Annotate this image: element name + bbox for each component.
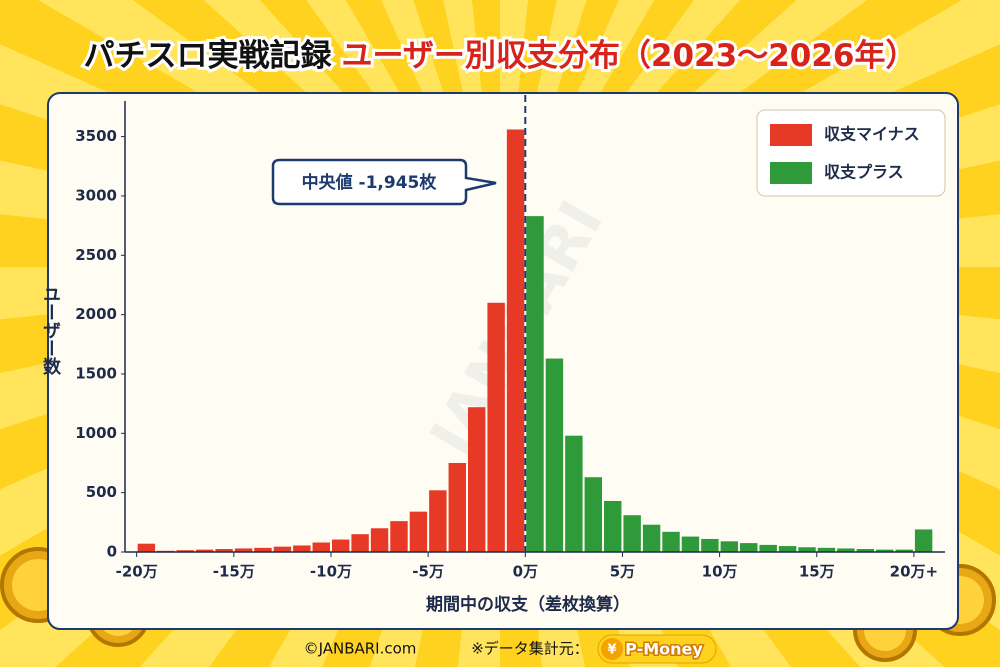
- bar: [740, 543, 758, 552]
- bar: [565, 435, 583, 552]
- legend-label: 収支マイナス: [824, 125, 920, 144]
- x-tick-label: 0万: [513, 563, 538, 581]
- bar: [429, 490, 447, 552]
- source-icon: ¥: [607, 643, 616, 658]
- bar: [817, 547, 836, 552]
- source-badge: [597, 634, 717, 664]
- y-tick-label: 0: [107, 543, 117, 561]
- bar: [701, 538, 719, 552]
- bar: [526, 216, 544, 552]
- y-tick-label: 3500: [75, 127, 117, 145]
- x-tick-label: 15万: [799, 563, 835, 581]
- bar: [856, 549, 875, 552]
- bar: [487, 302, 505, 552]
- bar: [448, 462, 466, 552]
- title-part: パチスロ実戦記録: [84, 38, 333, 74]
- bar: [759, 544, 777, 552]
- x-tick-label: -20万: [116, 563, 158, 581]
- source-coin: [601, 638, 623, 660]
- bar: [662, 531, 680, 552]
- bar: [914, 529, 933, 552]
- y-tick-label: 2000: [75, 305, 117, 323]
- bar: [234, 548, 253, 552]
- x-tick-label: 10万: [702, 563, 738, 581]
- bar: [409, 511, 428, 552]
- copyright: ©JANBARI.com: [304, 640, 417, 658]
- source-name: P-Money: [625, 640, 703, 659]
- bar: [778, 546, 797, 552]
- bar: [545, 358, 564, 552]
- y-tick-label: 500: [86, 483, 117, 501]
- y-tick-label: 1500: [75, 364, 117, 382]
- x-tick-label: -15万: [213, 563, 255, 581]
- bar: [798, 547, 816, 552]
- annotation: 中央値 -1,945枚: [302, 172, 438, 193]
- x-tick-label: -10万: [310, 563, 352, 581]
- bar: [681, 536, 700, 552]
- bar: [137, 543, 156, 552]
- source-label: ※データ集計元：: [471, 640, 589, 658]
- annotation-box: [271, 158, 497, 206]
- y-tick-label: 3000: [75, 186, 117, 204]
- bar: [623, 515, 641, 552]
- bar: [195, 549, 214, 552]
- bar: [312, 542, 330, 552]
- bar: [351, 534, 369, 552]
- bar: [837, 548, 855, 552]
- bar: [720, 541, 739, 552]
- bar: [176, 550, 194, 552]
- x-tick-label: 5万: [610, 563, 635, 581]
- bar: [467, 407, 486, 552]
- bar: [604, 500, 622, 552]
- bar: [390, 521, 408, 552]
- bar: [895, 549, 913, 552]
- bar: [370, 528, 389, 552]
- x-tick-label: -5万: [412, 563, 444, 581]
- bar: [293, 545, 311, 552]
- bar: [876, 549, 894, 552]
- chart-title: パチスロ実戦記録 ユーザー別収支分布（2023〜2026年）: [84, 38, 917, 74]
- x-axis-label: 期間中の収支（差枚換算）: [426, 594, 630, 615]
- y-axis-label: ユーザー数: [40, 285, 61, 376]
- y-tick-label: 1000: [75, 424, 117, 442]
- bar: [254, 547, 272, 552]
- y-tick-label: 2500: [75, 246, 117, 264]
- title-part: ユーザー別収支分布（2023〜2026年）: [342, 38, 917, 74]
- legend-swatch: [770, 162, 812, 184]
- bar: [273, 546, 292, 552]
- legend-label: 収支プラス: [824, 163, 904, 182]
- legend-swatch: [770, 124, 812, 146]
- bar: [331, 539, 350, 552]
- bar: [215, 549, 233, 552]
- bar: [642, 524, 661, 552]
- x-tick-label: 20万+: [890, 563, 938, 581]
- bar: [584, 477, 603, 552]
- bar: [506, 129, 525, 553]
